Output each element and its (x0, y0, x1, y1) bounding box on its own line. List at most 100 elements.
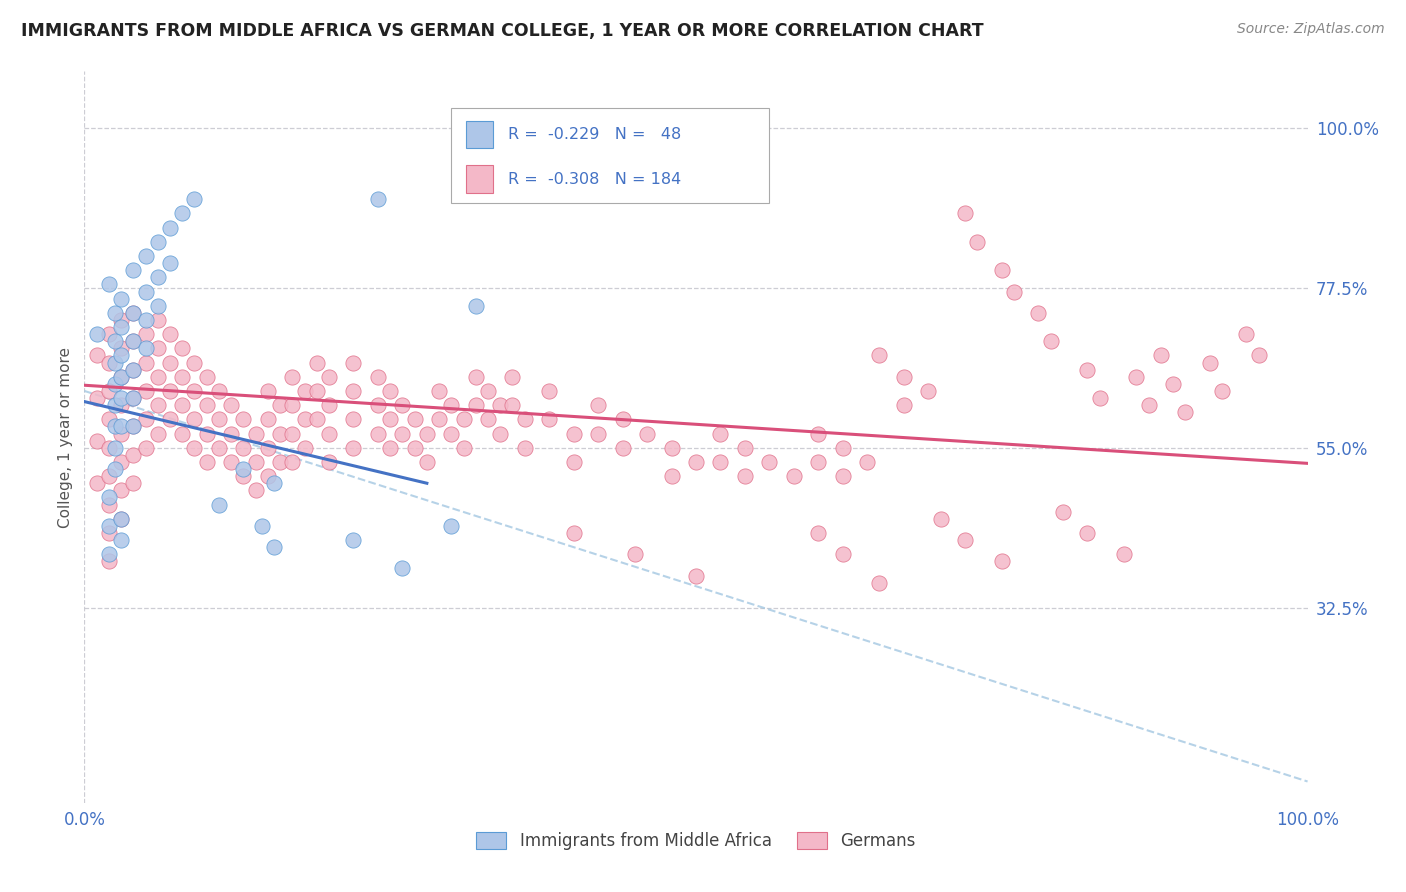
Point (612, 441, 634, 455)
Point (953, 533, 976, 547)
Point (122, 391, 145, 405)
Point (1039, 334, 1062, 349)
Point (269, 398, 291, 412)
Point (294, 412, 316, 426)
Point (135, 313, 157, 327)
Point (513, 441, 536, 455)
Point (440, 398, 463, 412)
Point (257, 441, 280, 455)
Point (135, 327, 157, 342)
Point (110, 292, 132, 306)
Point (1211, 384, 1233, 398)
Point (966, 235, 988, 249)
Point (195, 398, 218, 412)
Point (135, 249, 157, 263)
Point (135, 285, 157, 299)
Point (538, 412, 561, 426)
Point (146, 426, 169, 441)
Point (97, 498, 120, 512)
Point (427, 412, 450, 426)
Point (110, 313, 132, 327)
Point (318, 455, 340, 469)
Point (453, 441, 475, 455)
Point (305, 384, 328, 398)
Point (97, 384, 120, 398)
Point (807, 525, 830, 540)
Point (391, 561, 413, 575)
Point (869, 575, 891, 590)
Point (122, 362, 145, 376)
Point (929, 512, 952, 526)
Y-axis label: College, 1 year or more: College, 1 year or more (58, 347, 73, 527)
Point (269, 455, 291, 469)
Point (183, 412, 205, 426)
Text: Source: ZipAtlas.com: Source: ZipAtlas.com (1237, 22, 1385, 37)
Point (159, 384, 181, 398)
Point (1002, 285, 1025, 299)
Point (232, 412, 254, 426)
Point (86, 434, 108, 448)
Point (427, 384, 450, 398)
Point (502, 398, 524, 412)
Point (661, 441, 683, 455)
Point (685, 568, 707, 582)
Point (263, 540, 285, 554)
Point (440, 519, 463, 533)
Point (586, 426, 609, 441)
Point (172, 341, 194, 355)
Point (562, 426, 585, 441)
Point (122, 263, 145, 277)
Text: IMMIGRANTS FROM MIDDLE AFRICA VS GERMAN COLLEGE, 1 YEAR OR MORE CORRELATION CHAR: IMMIGRANTS FROM MIDDLE AFRICA VS GERMAN … (21, 22, 984, 40)
Point (172, 369, 194, 384)
Point (380, 441, 402, 455)
Point (97, 355, 120, 369)
Point (257, 384, 280, 398)
Point (562, 525, 585, 540)
Point (122, 334, 145, 349)
Point (1052, 505, 1074, 519)
Point (232, 441, 254, 455)
Point (219, 398, 242, 412)
Point (380, 412, 402, 426)
Point (636, 426, 658, 441)
Point (404, 412, 426, 426)
Point (1088, 391, 1111, 405)
Point (464, 369, 486, 384)
Point (856, 455, 879, 469)
Point (159, 327, 181, 342)
Point (367, 192, 389, 206)
Point (97, 519, 120, 533)
Point (245, 483, 267, 498)
Point (183, 441, 205, 455)
Point (97, 412, 120, 426)
Point (281, 426, 304, 441)
Point (104, 419, 127, 434)
Point (159, 220, 181, 235)
Point (380, 384, 402, 398)
FancyBboxPatch shape (451, 108, 769, 203)
Point (1137, 398, 1160, 412)
Point (1236, 327, 1258, 342)
FancyBboxPatch shape (465, 120, 494, 148)
Point (783, 469, 806, 483)
Point (104, 462, 127, 476)
Point (232, 469, 254, 483)
Point (97, 327, 120, 342)
Point (624, 547, 647, 561)
Point (367, 398, 389, 412)
Point (991, 263, 1014, 277)
Point (893, 398, 915, 412)
Point (305, 355, 328, 369)
Point (661, 469, 683, 483)
Point (416, 426, 439, 441)
Point (146, 299, 169, 313)
Point (110, 533, 132, 547)
Point (1028, 306, 1050, 320)
Point (391, 426, 413, 441)
Point (146, 313, 169, 327)
Point (464, 299, 486, 313)
Point (318, 398, 340, 412)
Point (159, 256, 181, 270)
Point (97, 277, 120, 292)
Point (404, 441, 426, 455)
